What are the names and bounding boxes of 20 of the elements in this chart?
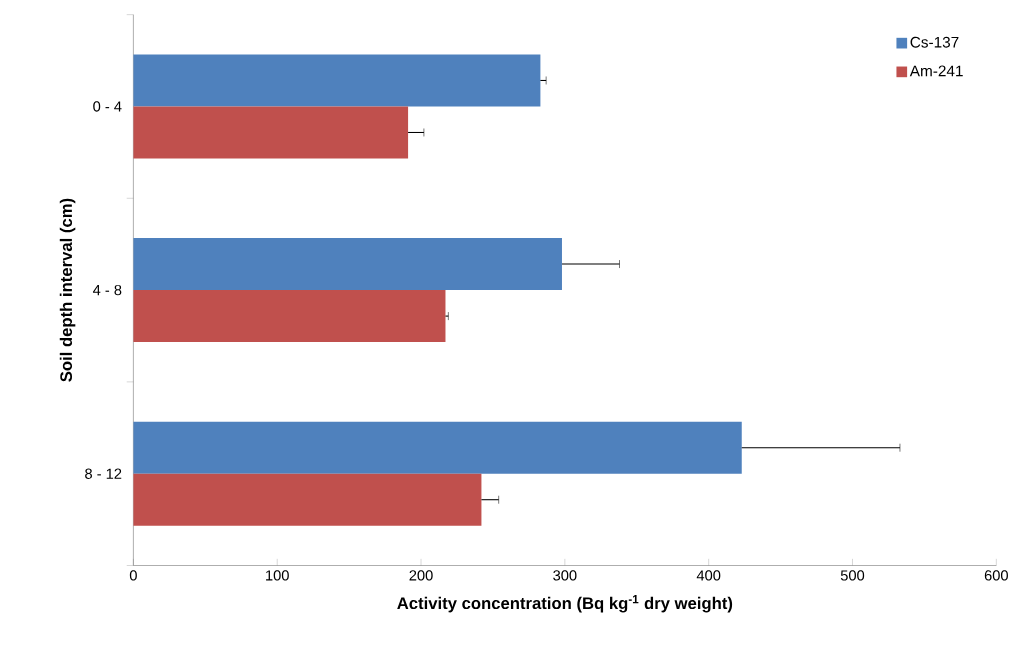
x-tick-label: 300 — [553, 570, 577, 581]
x-tick-label: 400 — [696, 570, 721, 581]
y-tick-label: 4 - 8 — [92, 284, 122, 296]
x-tick-label: 200 — [409, 570, 433, 581]
bar — [133, 290, 446, 343]
bar — [133, 473, 482, 526]
x-tick-label: 500 — [840, 570, 865, 581]
bar — [133, 54, 541, 107]
legend-label: Cs-137 — [910, 36, 959, 48]
bar — [133, 238, 562, 291]
legend-label: Am-241 — [909, 65, 963, 77]
y-tick-label: 8 - 12 — [85, 468, 122, 479]
y-tick-label: 0 - 4 — [93, 101, 122, 112]
x-axis-title: Activity concentration (Bq kg$^{-1}$ dry weight) — [397, 595, 733, 613]
x-tick-label: 100 — [266, 570, 289, 581]
x-tick-label: 600 — [984, 570, 1008, 581]
bar — [133, 421, 742, 474]
y-axis-title: Soil depth interval (cm) — [59, 198, 76, 382]
bar — [133, 106, 409, 159]
x-tick-label: 0 — [129, 570, 137, 581]
